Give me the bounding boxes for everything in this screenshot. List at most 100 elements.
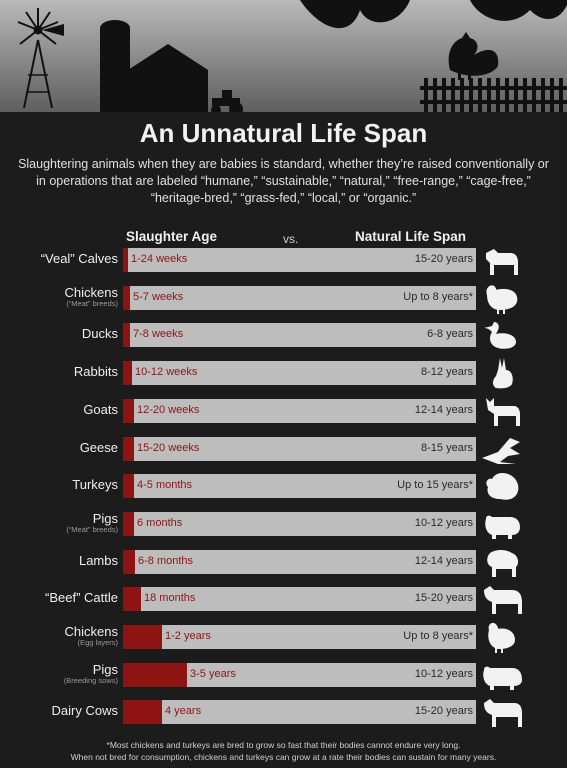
animal-name: “Beef” Cattle [45, 590, 118, 606]
farm-silhouette-scene [0, 0, 567, 118]
natural-life-span-bar: 7-8 weeks 6-8 years [123, 323, 476, 348]
slaughter-age-bar [123, 248, 128, 272]
natural-life-span-bar: 5-7 weeks Up to 8 years* [123, 285, 476, 310]
natural-life-span-label: 10-12 years [414, 667, 473, 680]
animal-name: Goats [83, 401, 118, 417]
animal-label: “Veal” Calves [0, 251, 118, 266]
natural-life-span-header: Natural Life Span [355, 229, 467, 244]
natural-life-span-bar: 3-5 years 10-12 years [123, 662, 476, 687]
natural-life-span-bar: 4 years 15-20 years [123, 700, 476, 725]
animal-breed-note: (“Meat” breeds) [66, 524, 118, 534]
lamb-icon [487, 549, 519, 577]
animal-name: Turkeys [72, 477, 118, 493]
slaughter-age-bar [123, 398, 134, 423]
natural-life-span-label: 8-12 years [421, 366, 473, 379]
animal-name: Rabbits [73, 364, 118, 380]
sow-icon [483, 666, 522, 690]
chart-row: “Beef” Cattle 18 months 15-20 years [0, 586, 567, 624]
rabbit-icon [493, 358, 513, 389]
animal-name: Pigs [92, 661, 118, 677]
cattle-icon [484, 586, 522, 615]
chart-row: Geese 15-20 weeks 8-15 years [0, 436, 567, 474]
natural-life-span-label: 10-12 years [414, 516, 473, 529]
slaughter-age-header: Slaughter Age [126, 229, 218, 244]
natural-life-span-label: 8-15 years [421, 441, 473, 454]
chart-row: Pigs (Breeding sows) 3-5 years 10-12 years [0, 662, 567, 700]
animal-breed-note: (“Meat” breeds) [66, 298, 118, 308]
natural-life-span-bar: 6-8 months 12-14 years [123, 549, 476, 574]
chart-row: Chickens (“Meat” breeds) 5-7 weeks Up to 8 … [0, 285, 567, 323]
chart-row: Dairy Cows 4 years 15-20 years [0, 699, 567, 737]
turkey-icon [486, 473, 519, 500]
slaughter-age-label: 7-8 weeks [133, 328, 184, 341]
animal-label: “Beef” Cattle [0, 590, 118, 605]
natural-life-span-label: 6-8 years [427, 328, 473, 341]
natural-life-span-label: Up to 15 years* [397, 479, 473, 492]
duck-icon [484, 322, 516, 350]
slaughter-age-bar [123, 511, 134, 536]
chart-row: Pigs (“Meat” breeds) 6 months 10-12 years [0, 511, 567, 549]
animal-label: Chickens (Egg layers) [0, 624, 118, 647]
animal-label: Dairy Cows [0, 703, 118, 718]
animal-label: Rabbits [0, 364, 118, 379]
animal-name: Chickens [64, 284, 118, 300]
animal-label: Lambs [0, 553, 118, 568]
tree-branches-icon [300, 0, 567, 29]
natural-life-span-bar: 4-5 months Up to 15 years* [123, 474, 476, 499]
chart-row: Chickens (Egg layers) 1-2 years Up to 8 yea… [0, 622, 567, 662]
animal-label: Pigs (Breeding sows) [0, 662, 118, 685]
animal-label: Chickens (“Meat” breeds) [0, 285, 118, 308]
animal-breed-note: (Egg layers) [77, 638, 118, 647]
natural-life-span-label: 15-20 years [414, 705, 473, 718]
slaughter-age-label: 1-24 weeks [131, 253, 188, 265]
chart-row: Goats 12-20 weeks 12-14 years [0, 397, 567, 436]
chart-row: Rabbits 10-12 weeks 8-12 years [0, 358, 567, 398]
chicken-icon [486, 285, 518, 314]
slaughter-age-label: 10-12 weeks [135, 366, 198, 379]
animal-label: Geese [0, 440, 118, 455]
page-subtitle: Slaughtering animals when they are babie… [18, 157, 549, 205]
barn-silo-icon [100, 20, 208, 113]
vs-label: vs. [283, 232, 299, 246]
goose-icon [482, 437, 520, 464]
natural-life-span-bar: 6 months 10-12 years [123, 511, 476, 536]
animal-label: Ducks [0, 326, 118, 341]
slaughter-age-bar [123, 662, 187, 687]
slaughter-age-label: 5-7 weeks [133, 290, 184, 303]
chart-row: Turkeys 4-5 months Up to 15 years* [0, 473, 567, 511]
natural-life-span-label: Up to 8 years* [403, 630, 473, 642]
goat-icon [486, 397, 520, 426]
animal-breed-note: (Breeding sows) [63, 675, 118, 685]
hen-icon [488, 622, 516, 653]
slaughter-age-bar [123, 625, 162, 649]
chart-row: Lambs 6-8 months 12-14 years [0, 549, 567, 587]
animal-name: Chickens [64, 624, 118, 639]
page-title: An Unnatural Life Span [139, 118, 428, 148]
chart-row: Ducks 7-8 weeks 6-8 years [0, 322, 567, 360]
pig-icon [485, 515, 520, 539]
slaughter-age-label: 3-5 years [190, 667, 236, 680]
windmill-icon [17, 8, 64, 109]
natural-life-span-bar: 10-12 weeks 8-12 years [123, 361, 476, 386]
natural-life-span-label: 12-14 years [414, 554, 473, 567]
animal-name: “Veal” Calves [40, 251, 118, 266]
natural-life-span-label: 15-20 years [414, 592, 473, 605]
chart-row: “Veal” Calves 1-24 weeks 15-20 years [0, 247, 567, 285]
calf-icon [486, 249, 518, 275]
animal-name: Dairy Cows [51, 703, 118, 719]
footnote-line-2: When not bred for consumption, chickens … [70, 752, 497, 762]
slaughter-age-bar [123, 323, 130, 348]
cow-icon [484, 699, 522, 728]
natural-life-span-bar: 18 months 15-20 years [123, 587, 476, 612]
animal-label: Goats [0, 402, 118, 417]
animal-name: Geese [79, 439, 118, 455]
slaughter-age-label: 6 months [137, 516, 183, 529]
slaughter-age-bar [123, 361, 132, 386]
slaughter-age-label: 6-8 months [138, 554, 194, 567]
animal-label: Pigs (“Meat” breeds) [0, 511, 118, 534]
slaughter-age-label: 4 years [165, 705, 202, 718]
slaughter-age-bar [123, 474, 134, 499]
animal-name: Pigs [92, 510, 118, 526]
natural-life-span-label: 12-14 years [414, 403, 473, 416]
animal-name: Ducks [81, 326, 118, 342]
